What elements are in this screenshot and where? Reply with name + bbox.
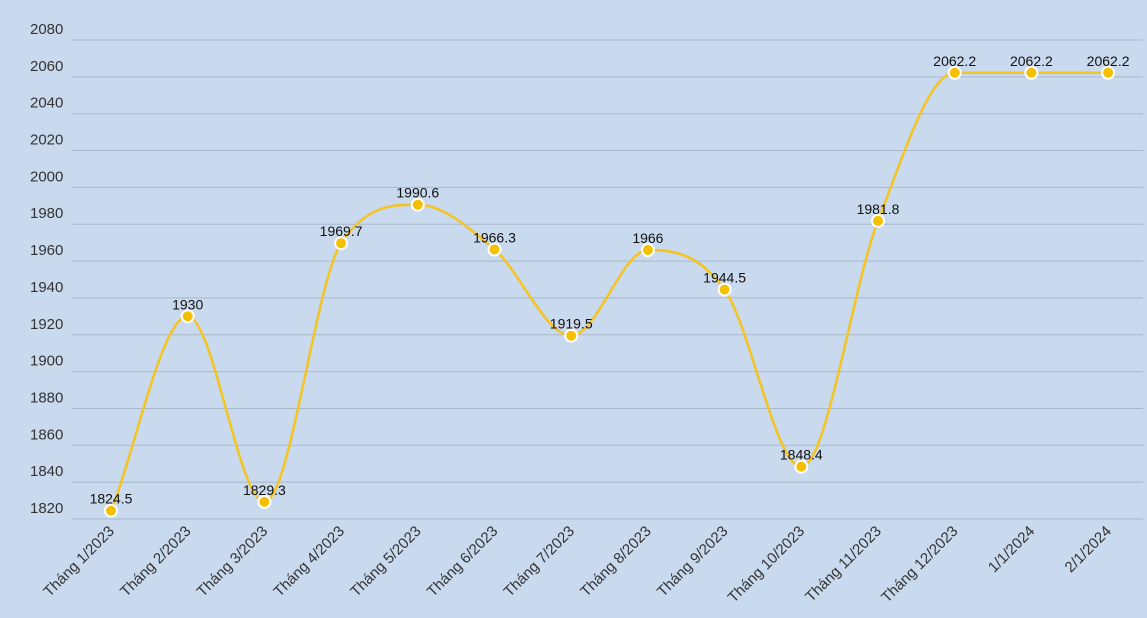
- y-tick-label: 2000: [30, 168, 63, 185]
- data-point: [410, 197, 425, 212]
- data-point: [257, 494, 272, 509]
- y-tick-label: 1900: [30, 353, 63, 370]
- data-label: 1824.5: [90, 491, 133, 507]
- x-tick-label: Tháng 7/2023: [501, 523, 578, 600]
- data-point: [564, 328, 579, 343]
- data-point: [104, 503, 118, 518]
- x-tick-label: Tháng 4/2023: [270, 523, 347, 600]
- data-label: 1944.5: [703, 270, 746, 286]
- x-tick-label: Tháng 9/2023: [654, 523, 731, 600]
- y-tick-label: 2040: [30, 95, 63, 112]
- data-point: [717, 282, 732, 297]
- y-tick-label: 2060: [30, 58, 63, 75]
- data-point: [1101, 65, 1116, 80]
- data-point: [334, 236, 349, 251]
- x-tick-label: Tháng 5/2023: [347, 523, 424, 600]
- x-axis-ticks: Tháng 1/2023 Tháng 2/2023 Tháng 3/2023 Thán…: [40, 523, 1115, 606]
- y-tick-label: 1860: [30, 426, 63, 443]
- x-tick-label: Tháng 6/2023: [424, 523, 501, 600]
- x-tick-label: Tháng 3/2023: [194, 523, 271, 600]
- data-label: 1829.3: [243, 482, 286, 498]
- data-label: 2062.2: [933, 53, 976, 69]
- y-tick-label: 1940: [30, 279, 63, 296]
- data-label: 1848.4: [780, 447, 823, 463]
- y-tick-label: 1840: [30, 463, 63, 480]
- data-label: 2062.2: [1010, 53, 1053, 69]
- data-point: [1024, 65, 1039, 80]
- y-tick-label: 2080: [30, 21, 63, 38]
- data-label: 1930: [172, 296, 203, 312]
- series-line: [109, 71, 1109, 512]
- x-tick-label: Tháng 12/2023: [878, 523, 961, 606]
- y-axis-ticks: 1820 1840 1860 1880 1900 1920 1940 1960 1980 2000…: [30, 21, 63, 517]
- data-label: 2062.2: [1087, 53, 1130, 69]
- y-tick-label: 1920: [30, 316, 63, 333]
- data-label: 1966: [632, 230, 663, 246]
- x-tick-label: 2/1/2024: [1062, 523, 1115, 576]
- x-tick-label: Tháng 11/2023: [802, 523, 885, 606]
- x-tick-label: Tháng 1/2023: [40, 523, 117, 600]
- y-tick-label: 1880: [30, 389, 63, 406]
- data-points: [104, 65, 1116, 518]
- data-label: 1981.8: [857, 201, 900, 217]
- y-tick-label: 2020: [30, 132, 63, 149]
- grid-layer: [72, 39, 1143, 520]
- data-label: 1990.6: [396, 185, 439, 201]
- x-tick-label: Tháng 2/2023: [117, 523, 194, 600]
- data-label: 1969.7: [320, 223, 363, 239]
- series-line-layer: [109, 71, 1109, 512]
- data-labels: 1824.5 1930 1829.3 1969.7 1990.6 1966.3 1919.5…: [90, 53, 1130, 507]
- data-label: 1966.3: [473, 229, 516, 245]
- y-tick-label: 1960: [30, 242, 63, 259]
- data-point: [947, 65, 962, 80]
- y-tick-label: 1820: [30, 500, 63, 517]
- data-point: [180, 309, 195, 324]
- x-tick-label: Tháng 8/2023: [577, 523, 654, 600]
- data-label: 1919.5: [550, 316, 593, 332]
- y-tick-label: 1980: [30, 205, 63, 222]
- data-point: [871, 213, 885, 228]
- data-point: [640, 243, 655, 258]
- x-tick-label: Tháng 10/2023: [725, 523, 808, 606]
- x-tick-label: 1/1/2024: [985, 523, 1038, 576]
- data-point: [487, 242, 502, 257]
- data-point: [794, 459, 809, 474]
